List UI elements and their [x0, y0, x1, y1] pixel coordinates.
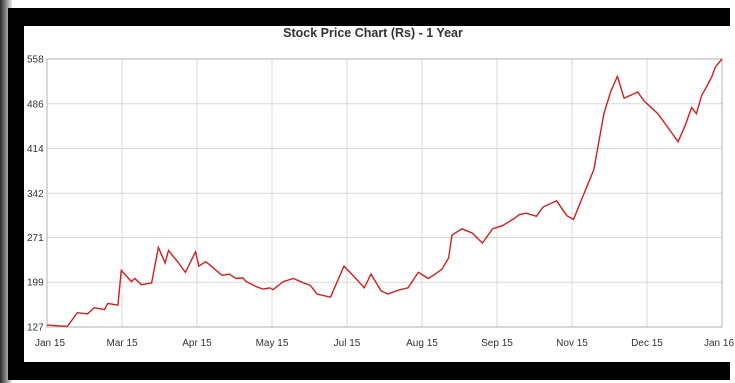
plot-border [46, 58, 723, 328]
x-tick-label: Jan 16 [704, 338, 734, 349]
y-tick-label: 271 [27, 233, 44, 244]
x-axis-ticks: Jan 15 Mar 15 Apr 15 May 15 Jul 15 Aug 15 Sep … [35, 338, 734, 349]
y-tick-label: 199 [27, 278, 44, 289]
x-tick-label: Sep 15 [481, 338, 513, 349]
x-tick-label: Mar 15 [106, 338, 138, 349]
chart-panel [24, 26, 735, 362]
y-tick-label: 127 [27, 323, 44, 334]
x-tick-label: Aug 15 [406, 338, 438, 349]
y-axis-ticks: 127 199 271 342 414 486 558 [27, 55, 44, 334]
y-tick-label: 342 [27, 189, 44, 200]
chart-frame [8, 8, 735, 380]
y-tick-label: 414 [27, 144, 44, 155]
x-tick-label: Dec 15 [631, 338, 663, 349]
x-tick-label: Apr 15 [182, 338, 212, 349]
x-tick-label: Jan 15 [35, 338, 65, 349]
x-tick-label: May 15 [256, 338, 289, 349]
x-tick-label: Nov 15 [556, 338, 588, 349]
price-line [46, 58, 723, 328]
y-tick-label: 486 [27, 99, 44, 110]
chart-title: Stock Price Chart (Rs) - 1 Year [283, 26, 463, 40]
chart-grid [47, 58, 722, 328]
x-tick-label: Jul 15 [334, 338, 361, 349]
y-tick-label: 558 [27, 55, 44, 66]
